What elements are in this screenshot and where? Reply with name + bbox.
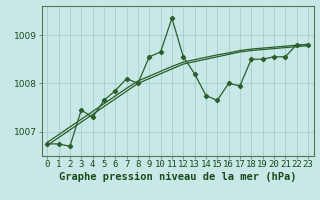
- X-axis label: Graphe pression niveau de la mer (hPa): Graphe pression niveau de la mer (hPa): [59, 172, 296, 182]
